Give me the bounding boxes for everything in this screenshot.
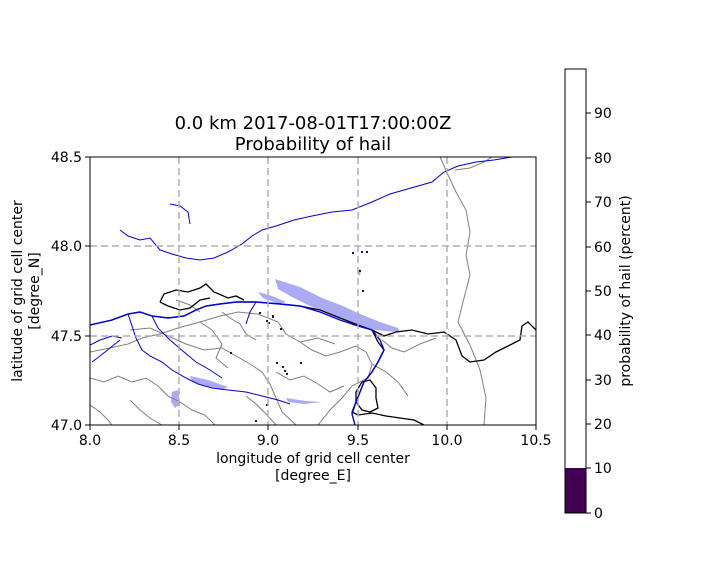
colorbar-tick-label: 20 [594,417,612,433]
colorbar-tick-label: 50 [594,284,612,300]
colorbar-high-bin [565,69,586,513]
y-axis-label-line1: latitude of grid cell center [10,200,26,382]
lake-constance [275,279,400,332]
river-reuss [91,339,121,363]
colorbar-tick-label: 60 [594,240,612,256]
x-tick-label: 9.0 [257,433,279,449]
x-tick-label: 10.5 [520,433,551,449]
y-tick-label: 48.0 [51,239,82,255]
y-axis-label-line2: [degree_N] [27,252,43,329]
hail-probability-cells [230,251,368,422]
river-danube [119,157,513,261]
y-tick-label: 48.5 [51,150,82,166]
y-axis: 47.0 47.5 48.0 48.5 latitude of grid cel… [10,150,90,434]
map-frame [89,156,537,426]
lake-small [171,390,180,408]
x-tick-label: 9.5 [347,433,369,449]
regional-borders [90,157,493,425]
x-axis-label-line2: [degree_E] [275,468,351,484]
lake-zurich [190,376,228,390]
lakes [171,268,400,408]
lake-walensee [286,398,322,404]
colorbar-tick-label: 10 [594,461,612,477]
colorbar-tick-label: 70 [594,195,612,211]
river-aare [90,313,291,405]
river-rhine [90,301,385,425]
lake-untersee [258,292,286,304]
chart-title-line1: 0.0 km 2017-08-01T17:00:00Z [175,113,452,134]
colorbar-tick-label: 40 [594,328,612,344]
colorbar-tick-label: 0 [594,506,603,522]
x-tick-label: 8.5 [168,433,190,449]
x-axis: 8.0 8.5 9.0 9.5 10.0 10.5 longitude of g… [79,425,552,484]
map-panel [89,156,537,426]
colorbar-tick-label: 80 [594,151,612,167]
chart-title-line2: Probability of hail [235,134,391,155]
colorbar-low-bin [565,468,586,513]
river-limmat [151,315,223,379]
x-tick-label: 10.0 [431,433,462,449]
colorbar: 0 10 20 30 40 50 60 70 80 90 probability… [564,68,634,522]
colorbar-tick-label: 90 [594,106,612,122]
x-tick-label: 8.0 [79,433,101,449]
x-axis-label-line1: longitude of grid cell center [216,451,410,467]
river-thur [245,301,257,325]
colorbar-tick-label: 30 [594,373,612,389]
rivers [90,157,513,425]
map-gridlines [90,157,536,425]
colorbar-label: probability of hail (percent) [618,195,634,386]
y-tick-label: 47.5 [51,329,82,345]
y-tick-label: 47.0 [51,418,82,434]
